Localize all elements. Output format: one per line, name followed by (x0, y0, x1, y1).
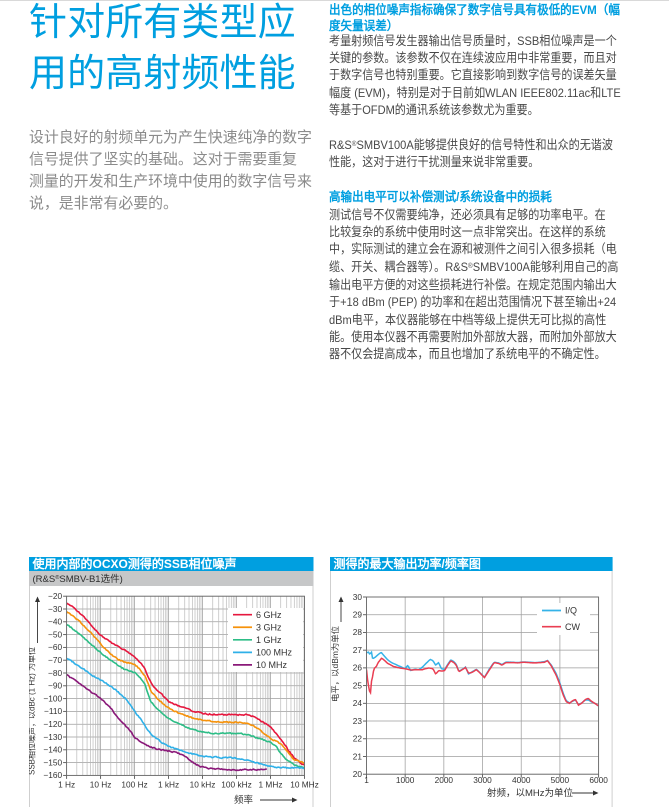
y-tick-label: 22 (353, 734, 363, 744)
plot-frame (66, 595, 305, 776)
y-tick-label: 25 (353, 680, 363, 690)
section-paragraph: 测试信号不仅需要纯净，还必须具有足够的功率电平。在 比较复杂的系统中使用时这一点… (329, 207, 619, 362)
section-heading-phase-noise: 出色的相位噪声指标确保了数字信号具有极低的EVM（幅 度矢量误差） (329, 3, 620, 34)
chart-title-bar (29, 557, 314, 571)
y-tick-label: 28 (353, 627, 363, 637)
x-tick-label: 6000 (589, 775, 608, 785)
chart-series (66, 602, 305, 772)
series-10-MHz (66, 673, 267, 772)
x-tick-label: 1 MHz (259, 779, 283, 789)
chart-caption: (R&S®​SMBV-B1选件) (33, 573, 123, 585)
y-tick-label: −130 (43, 732, 62, 742)
chart-title-bar (330, 557, 613, 571)
svg-text:射频，以MHz为单位: 射频，以MHz为单位 (487, 787, 574, 799)
x-tick-label: 1 (364, 775, 369, 785)
x-tick-label: 10 Hz (90, 779, 112, 789)
x-tick-label: 5000 (551, 775, 570, 785)
y-tick-label: 29 (353, 610, 363, 620)
x-tick-label: 1 kHz (158, 779, 179, 789)
legend-label: I/Q (565, 606, 577, 616)
y-tick-label: −20 (48, 591, 62, 601)
y-tick-label: −70 (48, 655, 62, 665)
y-tick-label: −80 (48, 668, 62, 678)
x-tick-label: 100 kHz (221, 779, 251, 789)
chart-title: 使用内部的OCXO测得的SSB相位噪声 (32, 557, 237, 571)
page-title: 针对所有类型应 用的高射频性能 (29, 1, 296, 95)
x-axis-title: 射频，以MHz为单位 (487, 787, 599, 799)
y-tick-label: −50 (48, 629, 62, 639)
svg-text:SSB相位噪声，以dBc (1 Hz) 为单位: SSB相位噪声，以dBc (1 Hz) 为单位 (29, 647, 37, 775)
phase-noise-chart: 使用内部的OCXO测得的SSB相位噪声 (R&S®​SMBV-B1选件) −20 −3… (29, 557, 319, 807)
x-tick-label: 1000 (396, 775, 415, 785)
x-tick-label: 2000 (435, 775, 454, 785)
y-tick-label: 27 (353, 645, 363, 655)
svg-text:电平，以dBm为单位: 电平，以dBm为单位 (330, 626, 340, 702)
y-tick-label: −60 (48, 642, 62, 652)
series-6-GHz (66, 602, 305, 766)
x-tick-label: 10 kHz (190, 779, 216, 789)
x-tick-label: 100 Hz (121, 779, 147, 789)
y-tick-label: 21 (353, 751, 363, 761)
chart-title: 测得的最大输出功率/频率图 (334, 557, 481, 571)
x-tick-label: 10 MHz (290, 779, 319, 789)
y-tick-label: 30 (353, 592, 363, 602)
y-tick-label: −110 (44, 706, 62, 716)
legend-label: 10 MHz (256, 660, 288, 670)
legend-label: 1 GHz (256, 635, 282, 645)
x-tick-label: 1 Hz (58, 779, 75, 789)
series-CW (366, 657, 599, 707)
x-tick-label: 4000 (512, 775, 531, 785)
chart-series (366, 650, 599, 707)
legend-label: 3 GHz (256, 622, 282, 632)
x-axis-title: 频率 (234, 794, 298, 806)
series-100-MHz (66, 657, 305, 770)
legend-label: 6 GHz (256, 610, 282, 620)
chart-caption-bar (29, 571, 314, 586)
series-3-GHz (66, 610, 305, 764)
y-tick-label: 26 (353, 663, 363, 673)
x-tick-label: 3000 (473, 775, 492, 785)
y-tick-label: −140 (43, 745, 62, 755)
output-power-chart: 测得的最大输出功率/频率图 30 29 28 27 26 25 24 23 22 21 201 1000… (330, 557, 613, 807)
y-tick-label: −120 (43, 719, 62, 729)
y-axis-title: 电平，以dBm为单位 (330, 596, 344, 702)
y-tick-label: 24 (353, 698, 363, 708)
series-1-GHz (66, 623, 305, 769)
y-tick-label: 23 (353, 716, 363, 726)
legend-label: 100 MHz (256, 648, 293, 658)
chart-legend: I/Q CW (537, 603, 590, 635)
y-tick-label: −100 (43, 693, 62, 703)
section-heading-output-power: 高输出电平可以补偿测试/系统设备中的损耗 (329, 190, 552, 205)
y-tick-label: −150 (43, 757, 62, 767)
intro-paragraph: 设计良好的射频单元为产生快速纯净的数字 信号提供了坚实的基础。这对于需要重复 测… (29, 129, 312, 213)
section-paragraph: R&S®SMBV100A能够提供良好的信号特性和出众的无谐波 性能，这对于进行干… (329, 137, 613, 170)
y-axis-title: SSB相位噪声，以dBc (1 Hz) 为单位 (29, 596, 40, 775)
page-top-edge (0, 0, 669, 1)
legend-label: CW (565, 622, 580, 632)
y-tick-label: −40 (48, 617, 62, 627)
plot-frame (366, 596, 600, 775)
y-tick-label: −90 (48, 681, 62, 691)
section-paragraph: 考量射频信号发生器输出信号质量时，SSB相位噪声是一个 关键的参数。该参数不仅在… (329, 33, 621, 117)
y-tick-label: −30 (48, 604, 62, 614)
y-tick-label: −160 (43, 770, 62, 780)
y-tick-label: 20 (353, 769, 363, 779)
svg-text:频率: 频率 (234, 794, 254, 806)
chart-legend: 6 GHz 3 GHz 1 GHz 100 MHz 10 MHz (228, 608, 303, 672)
